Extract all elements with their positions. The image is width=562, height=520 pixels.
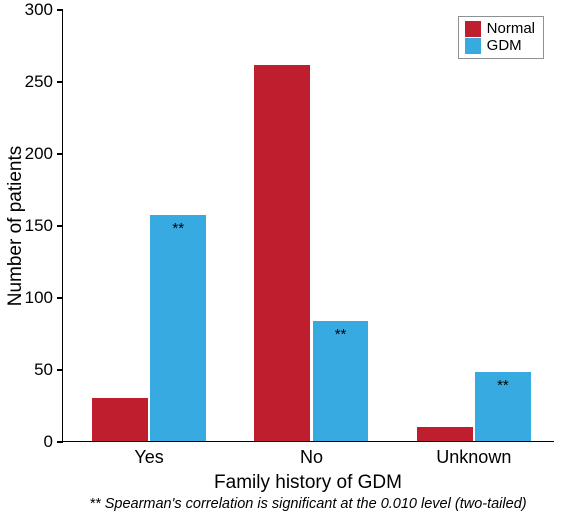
legend-label: GDM	[487, 37, 522, 54]
significance-marker: **	[497, 377, 509, 394]
bar-gdm	[150, 215, 206, 441]
plot-area: 050100150200250300**Yes**No**Unknown	[62, 10, 554, 442]
bar-normal	[417, 427, 473, 441]
y-tick-label: 250	[25, 72, 63, 92]
legend: NormalGDM	[458, 16, 544, 59]
y-tick-label: 0	[44, 432, 63, 452]
significance-marker: **	[335, 326, 347, 343]
y-tick-label: 50	[34, 360, 63, 380]
y-tick-label: 300	[25, 0, 63, 20]
bar-normal	[254, 65, 310, 441]
x-axis-label: Family history of GDM	[214, 472, 402, 494]
bar-normal	[92, 398, 148, 441]
x-tick-label: Unknown	[436, 441, 511, 468]
chart-footnote: ** Spearman's correlation is significant…	[89, 496, 526, 512]
legend-swatch	[465, 38, 481, 54]
legend-item: GDM	[465, 37, 535, 54]
y-tick-label: 200	[25, 144, 63, 164]
legend-swatch	[465, 21, 481, 37]
legend-item: Normal	[465, 20, 535, 37]
y-axis-label: Number of patients	[5, 146, 27, 307]
x-tick-label: No	[300, 441, 323, 468]
y-tick-label: 100	[25, 288, 63, 308]
legend-label: Normal	[487, 20, 535, 37]
y-tick-label: 150	[25, 216, 63, 236]
significance-marker: **	[172, 220, 184, 237]
x-tick-label: Yes	[134, 441, 163, 468]
chart-container: 050100150200250300**Yes**No**Unknown Num…	[0, 0, 562, 520]
